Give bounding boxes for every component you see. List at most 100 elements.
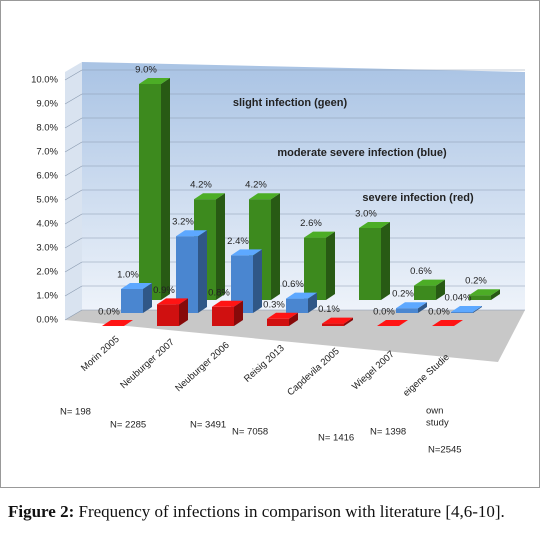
value-label: 0.2%	[392, 289, 414, 300]
y-tick-label: 7.0%	[36, 147, 58, 158]
caption-label: Figure 2:	[8, 502, 75, 521]
y-tick-label: 5.0%	[36, 195, 58, 206]
y-tick-label: 0.0%	[36, 315, 58, 326]
value-label: 3.0%	[355, 209, 377, 220]
category-note: own	[426, 406, 443, 417]
bar-top	[157, 298, 188, 305]
value-label: 0.1%	[318, 304, 340, 315]
bar-side	[436, 279, 445, 300]
bar-side	[143, 283, 152, 313]
bar-side	[381, 222, 390, 300]
y-tick-label: 1.0%	[36, 291, 58, 302]
series-annotation: severe infection (red)	[362, 192, 474, 204]
bar-top	[231, 249, 262, 256]
category-note: study	[426, 418, 449, 429]
y-tick-label: 9.0%	[36, 99, 58, 110]
bar	[396, 308, 418, 313]
bar-top	[432, 320, 463, 326]
bar-top	[359, 222, 390, 228]
value-label: 0.04%	[445, 293, 472, 304]
n-label: N= 1398	[370, 427, 406, 438]
bar-side	[491, 289, 500, 300]
value-label: 0.9%	[153, 285, 175, 296]
bar	[212, 306, 234, 326]
n-label: N= 198	[60, 407, 91, 418]
value-label: 0.3%	[263, 299, 285, 310]
value-label: 0.2%	[465, 276, 487, 287]
bar-top	[286, 292, 317, 299]
grid-line	[64, 69, 83, 81]
y-tick-label: 6.0%	[36, 171, 58, 182]
y-tick-label: 10.0%	[31, 75, 58, 86]
grid-line	[64, 141, 83, 153]
bar-side	[418, 302, 427, 313]
frame	[0, 0, 540, 488]
bar-top	[469, 289, 500, 296]
bar	[359, 228, 381, 300]
bar	[231, 255, 253, 313]
bar	[286, 298, 308, 313]
value-label: 0.0%	[428, 307, 450, 318]
caption: Figure 2: Frequency of infections in com…	[8, 500, 536, 524]
bar	[304, 237, 326, 300]
bar-side	[473, 306, 482, 313]
value-label: 0.8%	[208, 287, 230, 298]
bar-side	[271, 193, 280, 300]
grid-line	[64, 261, 83, 273]
bar-top	[121, 283, 152, 289]
grid-line	[64, 237, 83, 249]
bar-side	[216, 193, 225, 300]
series-annotation: moderate severe infection (blue)	[277, 147, 447, 159]
bar	[451, 312, 473, 313]
bar	[322, 323, 344, 326]
value-label: 4.2%	[245, 180, 267, 191]
caption-text: Frequency of infections in comparison wi…	[78, 502, 505, 521]
bar	[176, 236, 198, 313]
y-tick-label: 3.0%	[36, 243, 58, 254]
y-tick-label: 2.0%	[36, 267, 58, 278]
n-label: N=2545	[428, 445, 462, 456]
x-tick-label: Reisig 2013	[242, 343, 287, 385]
value-label: 1.0%	[117, 270, 139, 281]
bar-side	[326, 231, 335, 300]
grid-line	[64, 309, 83, 321]
bar	[121, 289, 143, 313]
bar-top	[176, 230, 207, 237]
grid-line	[64, 93, 83, 105]
y-tick-label: 8.0%	[36, 123, 58, 134]
x-tick-label: eigene Studie	[401, 352, 452, 399]
x-tick-label: Capdevila 2005	[285, 346, 341, 398]
y-tick-label: 4.0%	[36, 219, 58, 230]
bar-side	[161, 78, 170, 300]
x-tick-label: Neuburger 2007	[118, 337, 176, 391]
bar-side	[234, 300, 243, 326]
grid-line	[64, 213, 83, 225]
value-label: 3.2%	[172, 217, 194, 228]
value-label: 0.0%	[373, 307, 395, 318]
value-label: 4.2%	[190, 180, 212, 191]
bar-top	[102, 320, 133, 326]
grid-line	[64, 285, 83, 297]
value-label: 2.4%	[227, 236, 249, 247]
bar-side	[253, 249, 262, 313]
bar-side	[198, 230, 207, 313]
value-label: 2.6%	[300, 218, 322, 229]
n-label: N= 2285	[110, 420, 146, 431]
bar-top	[451, 306, 482, 313]
n-label: N= 1416	[318, 433, 354, 444]
series-annotation: slight infection (geen)	[233, 97, 348, 109]
x-tick-label: Neuburger 2006	[173, 340, 231, 394]
grid-line	[64, 165, 83, 177]
bar-top	[377, 320, 408, 326]
bar	[267, 318, 289, 326]
grid-line	[64, 189, 83, 201]
x-tick-label: Morin 2005	[79, 334, 122, 374]
bar-top	[194, 193, 225, 200]
bar-top	[212, 300, 243, 307]
bar-side	[179, 298, 188, 326]
x-tick-label: Wiegel 2007	[350, 349, 397, 393]
bar	[157, 304, 179, 326]
bar-side	[344, 317, 353, 326]
bar-top	[304, 231, 335, 238]
